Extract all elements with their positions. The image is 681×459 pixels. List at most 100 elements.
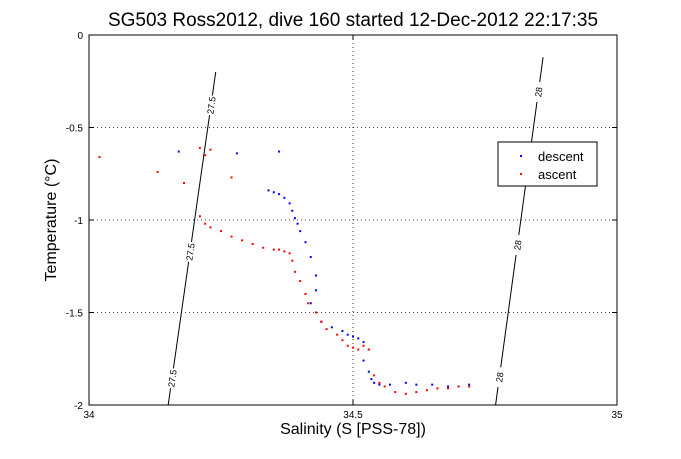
data-point-ascent bbox=[156, 170, 159, 173]
isopycnal-label: 28 bbox=[512, 239, 523, 250]
data-point-descent bbox=[352, 335, 354, 338]
data-point-ascent bbox=[447, 387, 450, 390]
isopycnal-label-bg bbox=[493, 366, 506, 388]
isopycnal-line bbox=[167, 71, 217, 405]
data-point-ascent bbox=[291, 259, 294, 262]
data-point-ascent bbox=[278, 248, 281, 251]
legend-label-descent: descent bbox=[538, 149, 584, 164]
data-point-descent bbox=[341, 330, 344, 332]
data-point-ascent bbox=[204, 154, 207, 157]
data-point-ascent bbox=[204, 222, 207, 225]
data-point-descent bbox=[468, 383, 471, 386]
data-point-ascent bbox=[336, 333, 339, 336]
y-tick-label: 0 bbox=[77, 31, 83, 42]
data-point-descent bbox=[296, 222, 299, 225]
data-point-ascent bbox=[352, 346, 354, 349]
data-point-descent bbox=[362, 341, 365, 344]
data-point-descent bbox=[177, 150, 180, 153]
data-point-ascent bbox=[299, 280, 302, 283]
data-point-ascent bbox=[209, 148, 212, 151]
x-tick-label: 34 bbox=[83, 410, 95, 421]
data-point-ascent bbox=[251, 243, 254, 246]
isopycnal-label-bg bbox=[511, 234, 524, 256]
data-point-ascent bbox=[383, 385, 386, 388]
data-point-ascent bbox=[367, 348, 370, 351]
isopycnal-label: 28 bbox=[494, 372, 505, 383]
y-tick-label: -2 bbox=[74, 401, 83, 412]
data-point-ascent bbox=[283, 250, 286, 253]
data-point-ascent bbox=[230, 235, 233, 238]
data-point-descent bbox=[283, 196, 286, 199]
data-point-ascent bbox=[198, 215, 201, 218]
data-point-descent bbox=[378, 383, 381, 386]
data-point-descent bbox=[309, 302, 312, 305]
data-point-ascent bbox=[183, 182, 186, 184]
data-point-descent bbox=[404, 381, 407, 384]
data-point-ascent bbox=[357, 348, 360, 351]
data-point-descent bbox=[357, 337, 360, 340]
data-point-ascent bbox=[272, 248, 275, 251]
y-tick-label: -1.5 bbox=[66, 309, 84, 320]
data-point-descent bbox=[431, 383, 434, 386]
data-point-descent bbox=[309, 256, 312, 258]
y-tick-label: -1 bbox=[74, 216, 83, 227]
data-point-descent bbox=[388, 383, 391, 386]
data-point-descent bbox=[315, 274, 318, 277]
isopycnal-label-bg bbox=[204, 94, 218, 116]
data-point-ascent bbox=[98, 156, 101, 159]
data-point-ascent bbox=[304, 293, 307, 295]
data-point-descent bbox=[278, 193, 281, 196]
y-axis-label: Temperature (°C) bbox=[43, 159, 60, 282]
data-point-ascent bbox=[220, 230, 222, 233]
data-point-ascent bbox=[346, 344, 349, 347]
y-tick-label: -0.5 bbox=[66, 124, 84, 135]
data-point-ascent bbox=[325, 328, 328, 331]
data-point-ascent bbox=[425, 389, 428, 392]
data-point-ascent bbox=[293, 270, 296, 273]
data-point-ascent bbox=[241, 239, 244, 242]
chart-title: SG503 Ross2012, dive 160 started 12-Dec-… bbox=[108, 10, 598, 31]
data-point-descent bbox=[293, 217, 296, 220]
isopycnal-group: 27.5 27.5 27.5 28 28 28 bbox=[165, 57, 545, 405]
data-point-descent bbox=[447, 385, 450, 388]
x-tick-label: 35 bbox=[611, 410, 623, 421]
data-point-ascent bbox=[288, 252, 291, 255]
data-point-descent bbox=[373, 381, 376, 384]
data-point-descent bbox=[278, 150, 281, 153]
plot-area: 27.5 27.5 27.5 28 28 28 34 34.5 35 -2 -1.5 -1 -0.5 0 bbox=[66, 31, 623, 421]
data-point-ascent bbox=[230, 176, 233, 179]
data-point-ascent bbox=[315, 311, 318, 314]
data-point-descent bbox=[299, 230, 302, 233]
data-point-ascent bbox=[198, 146, 201, 149]
data-point-ascent bbox=[362, 344, 365, 347]
data-point-descent bbox=[370, 378, 373, 381]
legend: descent ascent bbox=[497, 141, 598, 187]
isopycnal-label: 27.5 bbox=[205, 96, 217, 115]
isopycnal-label: 28 bbox=[533, 86, 544, 97]
data-point-ascent bbox=[415, 391, 418, 394]
data-point-ascent bbox=[394, 391, 397, 394]
data-point-descent bbox=[367, 370, 370, 373]
data-point-descent bbox=[267, 189, 270, 192]
legend-marker-descent bbox=[520, 155, 522, 157]
series-descent bbox=[177, 150, 471, 388]
data-point-ascent bbox=[209, 226, 212, 229]
isopycnal-label-bg bbox=[532, 81, 545, 103]
data-point-ascent bbox=[262, 246, 265, 249]
data-point-ascent bbox=[468, 385, 471, 388]
isopycnal-label-bg bbox=[183, 241, 197, 263]
legend-box bbox=[497, 141, 598, 187]
data-point-ascent bbox=[373, 374, 376, 377]
data-point-descent bbox=[291, 209, 294, 212]
data-point-descent bbox=[362, 359, 365, 362]
data-point-descent bbox=[315, 289, 318, 292]
data-point-ascent bbox=[404, 392, 407, 395]
legend-marker-ascent bbox=[520, 173, 522, 175]
x-tick-label: 34.5 bbox=[343, 410, 363, 421]
data-point-ascent bbox=[320, 320, 323, 323]
data-point-ascent bbox=[378, 381, 381, 384]
isopycnal-label-bg bbox=[165, 367, 179, 389]
data-point-descent bbox=[330, 326, 333, 329]
